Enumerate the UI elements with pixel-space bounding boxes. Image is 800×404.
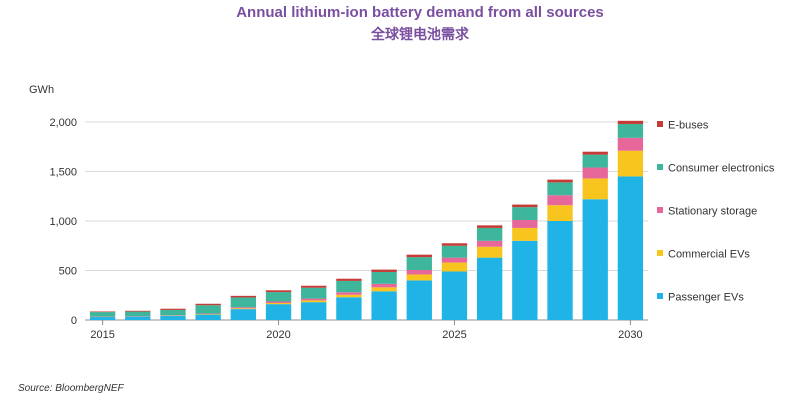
bar-segment [617,120,644,124]
bar-segment [301,285,327,288]
bar-segment [89,312,116,317]
bar-segment [441,243,468,246]
bar-segment [89,317,116,320]
chart-subtitle: 全球锂电池需求 [371,26,469,42]
y-axis-label: GWh [29,84,55,96]
bar-segment [230,295,257,298]
bar-segment [195,305,221,314]
bar-segment [230,297,257,308]
bar-segment [582,151,608,155]
bar-segment [476,246,503,258]
legend-swatch [657,121,663,127]
x-tick-label: 2015 [90,329,114,341]
bar-segment [125,311,151,317]
bar-segment [441,257,468,263]
y-tick-label: 500 [59,266,77,278]
bar-segment [547,221,573,320]
legend-label: Passenger EVs [668,292,744,304]
bar-segment [371,271,397,284]
bar-segment [89,311,116,313]
bar-segment [265,292,292,302]
bar-segment [160,316,186,320]
bar-segment [617,176,644,320]
x-tick-label: 2020 [266,329,290,341]
legend-swatch [657,250,663,256]
bar-segment [512,227,538,241]
bar-segment [441,271,468,320]
bar-segment [547,179,573,183]
bar-segment [336,280,362,293]
bar-segment [265,290,292,293]
legend-label: E-buses [668,120,709,132]
bar-segment [476,240,503,247]
bar-segment [371,291,397,320]
bar-segment [160,309,186,316]
bar-segment [617,150,644,177]
bar-segment [230,309,257,320]
bar-segment [582,154,608,168]
bar-segment [301,287,327,299]
legend-label: Commercial EVs [668,249,750,261]
bar-segment [406,257,432,271]
legend-label: Consumer electronics [668,163,775,175]
legend-swatch [657,164,663,170]
bar-segment [125,310,151,312]
bar-segment [406,270,432,275]
bar-segment [512,204,538,208]
y-tick-label: 0 [71,315,77,327]
chart-title: Annual lithium-ion battery demand from a… [236,4,604,21]
bar-segment [195,303,221,306]
y-tick-label: 1,500 [49,167,77,179]
bar-segment [441,262,468,272]
bar-segment [406,280,432,320]
x-tick-label: 2030 [618,329,642,341]
bar-segment [230,307,257,309]
y-tick-label: 1,000 [49,216,77,228]
bar-segment [265,304,292,320]
bar-segment [230,308,257,310]
bar-segment [125,316,151,320]
bar-segment [547,205,573,221]
bar-segment [582,199,608,320]
bar-segment [371,283,397,288]
bar-segment [512,207,538,221]
bar-segment [547,195,573,206]
bar-segment [301,300,327,303]
bar-segment [617,123,644,138]
bar-segment [265,302,292,305]
legend-swatch [657,293,663,299]
bar-segment [476,225,503,228]
bar-segment [582,167,608,179]
bar-segment [265,301,292,303]
bar-segment [512,240,538,320]
bar-segment [336,292,362,295]
bar-segment [301,298,327,301]
bar-segment [301,302,327,320]
bar-segment [336,297,362,320]
bar-segment [476,227,503,241]
bar-segment [406,274,432,281]
legend-swatch [657,207,663,213]
bar-segment [512,220,538,228]
bar-segment [547,182,573,196]
bar-segment [195,314,221,320]
bar-segment [582,178,608,200]
x-tick-label: 2025 [442,329,466,341]
bar-segment [406,254,432,258]
bar-segment [371,287,397,292]
legend-label: Stationary storage [668,206,757,218]
y-tick-label: 2,000 [49,117,77,129]
bar-segment [617,137,644,151]
bar-segment [441,245,468,258]
bar-segment [371,269,397,272]
bar-segment [336,278,362,281]
bar-segment [336,294,362,298]
bar-segment [476,257,503,320]
bar-segment [160,308,186,310]
source-note: Source: BloombergNEF [18,383,124,394]
